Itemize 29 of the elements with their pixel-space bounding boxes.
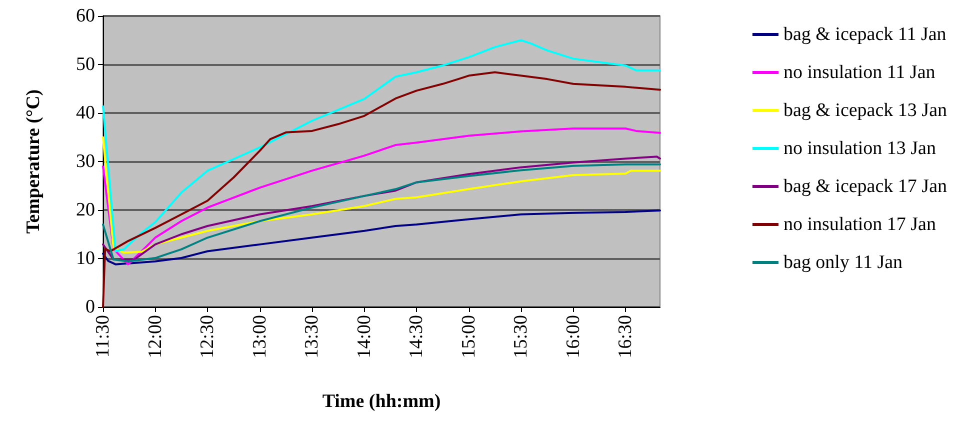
y-tick-label: 0 — [86, 296, 95, 318]
x-tick-label: 16:30 — [615, 315, 636, 358]
x-tick-label: 14:00 — [354, 315, 375, 358]
legend-label: bag & icepack 13 Jan — [783, 100, 948, 121]
y-axis-title: Temperature (°C) — [23, 89, 44, 234]
y-tick-label: 60 — [76, 6, 95, 26]
x-tick-label: 11:30 — [92, 315, 114, 358]
x-tick-label: 12:00 — [144, 315, 166, 358]
x-tick-label: 12:30 — [197, 315, 218, 358]
x-tick-label: 13:30 — [302, 315, 323, 358]
legend-label: no insulation 13 Jan — [783, 138, 936, 159]
x-tick-label: 13:00 — [249, 315, 270, 358]
x-tick-label: 14:30 — [406, 315, 428, 358]
y-tick-label: 30 — [76, 151, 95, 172]
x-tick-label: 16:00 — [562, 315, 584, 358]
legend-label: no insulation 11 Jan — [783, 62, 936, 83]
legend-label: bag only 11 Jan — [783, 252, 904, 273]
x-tick-label: 15:00 — [458, 315, 480, 358]
y-tick-label: 50 — [76, 54, 95, 75]
line-series — [102, 209, 661, 266]
legend-label: no insulation 17 Jan — [783, 214, 936, 235]
legend-label: bag & icepack 17 Jan — [783, 176, 948, 197]
y-tick-label: 20 — [76, 200, 95, 220]
y-tick-label: 10 — [76, 248, 95, 269]
y-tick-label: 40 — [76, 102, 95, 124]
x-tick-label: 15:30 — [510, 315, 532, 358]
line-series — [102, 39, 661, 252]
x-axis-title: Time (hh:mm) — [322, 391, 441, 412]
legend-label: bag & icepack 11 Jan — [783, 24, 947, 45]
